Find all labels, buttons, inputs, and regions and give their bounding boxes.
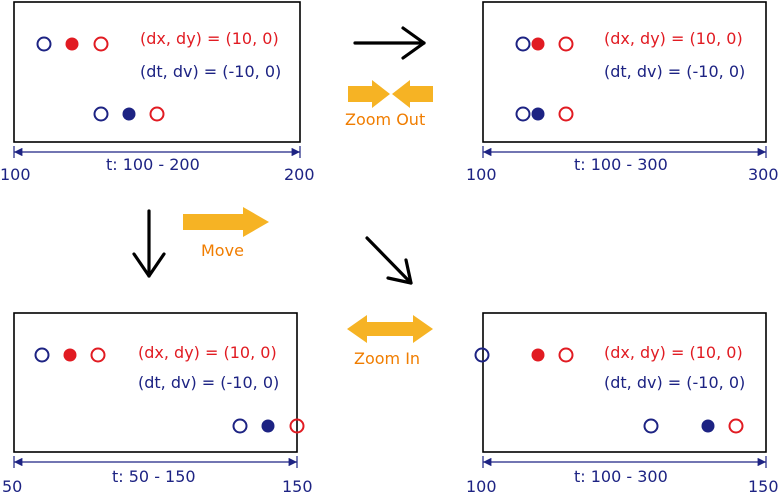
- hollow-red-point: [93, 36, 109, 52]
- zoom-in-label: Zoom In: [354, 349, 420, 368]
- hollow-blue-point: [643, 418, 659, 434]
- displacement-equation: (dx, dy) = (10, 0): [138, 343, 277, 362]
- displacement-equation: (dx, dy) = (10, 0): [604, 343, 743, 362]
- hollow-blue-point: [232, 418, 248, 434]
- parameter-equation: (dt, dv) = (-10, 0): [138, 373, 279, 392]
- hollow-red-point: [289, 418, 305, 434]
- parameter-equation: (dt, dv) = (-10, 0): [140, 62, 281, 81]
- filled-red-point: [531, 348, 545, 362]
- range-label: t: 50 - 150: [112, 467, 196, 486]
- move-label: Move: [201, 241, 244, 260]
- move-arrow-icon: [183, 207, 269, 237]
- filled-red-point: [65, 37, 79, 51]
- parameter-equation: (dt, dv) = (-10, 0): [604, 373, 745, 392]
- range-label: t: 100 - 300: [574, 467, 668, 486]
- filled-blue-point: [122, 107, 136, 121]
- hollow-blue-point: [515, 36, 531, 52]
- hollow-red-point: [558, 106, 574, 122]
- axis-right-label: 300: [748, 165, 779, 184]
- hollow-red-point: [149, 106, 165, 122]
- axis-left-label: 100: [0, 165, 31, 184]
- displacement-equation: (dx, dy) = (10, 0): [604, 29, 743, 48]
- hollow-blue-point: [474, 347, 490, 363]
- panel-frame: [482, 312, 767, 453]
- axis-left-label: 100: [466, 165, 497, 184]
- arrow-diagonal-icon: [365, 236, 413, 285]
- panel-bottom-left: (dx, dy) = (10, 0) (dt, dv) = (-10, 0) t…: [2, 312, 313, 496]
- axis-right-label: 150: [282, 477, 313, 496]
- panel-bottom-right: (dx, dy) = (10, 0) (dt, dv) = (-10, 0) t…: [466, 312, 779, 496]
- panel-frame: [13, 1, 301, 143]
- panel-top-right: (dx, dy) = (10, 0) (dt, dv) = (-10, 0) t…: [466, 1, 779, 184]
- zoom-in-arrows-icon: [347, 315, 433, 343]
- hollow-red-point: [558, 347, 574, 363]
- panel-frame: [482, 1, 767, 143]
- hollow-red-point: [90, 347, 106, 363]
- hollow-red-point: [558, 36, 574, 52]
- filled-red-point: [531, 37, 545, 51]
- hollow-blue-point: [34, 347, 50, 363]
- parameter-equation: (dt, dv) = (-10, 0): [604, 62, 745, 81]
- arrow-down-icon: [132, 209, 166, 278]
- zoom-out-label: Zoom Out: [345, 110, 425, 129]
- arrow-right-icon: [353, 26, 426, 60]
- hollow-red-point: [728, 418, 744, 434]
- panel-top-left: (dx, dy) = (10, 0) (dt, dv) = (-10, 0) t…: [0, 1, 315, 184]
- axis-right-label: 200: [284, 165, 315, 184]
- axis-right-label: 150: [748, 477, 779, 496]
- filled-blue-point: [261, 419, 275, 433]
- hollow-blue-point: [36, 36, 52, 52]
- displacement-equation: (dx, dy) = (10, 0): [140, 29, 279, 48]
- range-label: t: 100 - 200: [106, 155, 200, 174]
- hollow-blue-point: [515, 106, 531, 122]
- panel-frame: [13, 312, 298, 453]
- zoom-out-arrows-icon: [348, 80, 433, 108]
- filled-red-point: [63, 348, 77, 362]
- axis-left-label: 100: [466, 477, 497, 496]
- range-label: t: 100 - 300: [574, 155, 668, 174]
- hollow-blue-point: [93, 106, 109, 122]
- filled-blue-point: [701, 419, 715, 433]
- axis-left-label: 50: [2, 477, 22, 496]
- filled-blue-point: [531, 107, 545, 121]
